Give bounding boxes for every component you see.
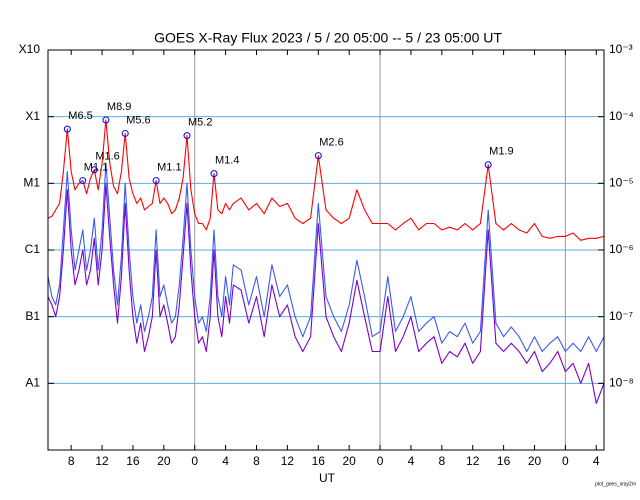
x-tick-label: 12 bbox=[466, 454, 480, 468]
y-tick-label: B1 bbox=[25, 309, 40, 323]
x-tick-label: 12 bbox=[281, 454, 295, 468]
x-tick-label: 16 bbox=[126, 454, 140, 468]
y-tick-label: M1 bbox=[23, 176, 40, 190]
footnote: plot_goes_xray2m bbox=[595, 481, 636, 487]
flare-label: M1.6 bbox=[95, 151, 119, 163]
x-tick-label: 4 bbox=[408, 454, 415, 468]
y2-tick-label: 10⁻⁸ bbox=[609, 376, 634, 390]
chart-title: GOES X-Ray Flux 2023 / 5 / 20 05:00 -- 5… bbox=[154, 30, 502, 46]
x-tick-label: 8 bbox=[253, 454, 260, 468]
flare-marker bbox=[183, 132, 191, 140]
flare-label: M8.9 bbox=[107, 101, 131, 113]
y-tick-label: X1 bbox=[25, 109, 40, 123]
x-tick-label: 16 bbox=[312, 454, 326, 468]
flare-marker bbox=[102, 116, 110, 124]
flare-marker bbox=[79, 177, 87, 185]
y2-tick-label: 10⁻³ bbox=[609, 42, 633, 56]
x-tick-label: 0 bbox=[377, 454, 384, 468]
label-layer: X10 X1 M1 C1 B1 A1 10⁻³ 10⁻⁴ 10⁻⁵ 10⁻⁶ 10⁻⁷ 10⁻⁸ 8 12… bbox=[19, 42, 634, 468]
x-tick-label: 4 bbox=[222, 454, 229, 468]
flare-label: M1.1 bbox=[157, 161, 181, 173]
x-tick-label: 0 bbox=[562, 454, 569, 468]
flare-marker bbox=[121, 129, 129, 137]
series-line bbox=[47, 182, 605, 404]
y-tick-label: X10 bbox=[19, 42, 41, 56]
x-tick-label: 20 bbox=[342, 454, 356, 468]
flare-label: M6.5 bbox=[68, 110, 92, 122]
flare-marker bbox=[90, 166, 98, 174]
y2-tick-label: 10⁻⁴ bbox=[609, 109, 634, 123]
flare-marker bbox=[210, 170, 218, 178]
x-axis-label: UT bbox=[319, 471, 336, 485]
flare-marker bbox=[152, 177, 160, 185]
y2-tick-label: 10⁻⁵ bbox=[609, 176, 634, 190]
x-tick-label: 16 bbox=[497, 454, 511, 468]
flare-label: M1.4 bbox=[215, 154, 239, 166]
x-tick-label: 20 bbox=[157, 454, 171, 468]
x-tick-label: 8 bbox=[68, 454, 75, 468]
y2-tick-label: 10⁻⁶ bbox=[609, 242, 634, 256]
flare-marker bbox=[484, 161, 492, 169]
y2-tick-label: 10⁻⁷ bbox=[609, 309, 633, 323]
flare-marker bbox=[63, 125, 71, 133]
y-tick-label: C1 bbox=[25, 242, 41, 256]
flare-label: M5.2 bbox=[188, 117, 212, 129]
flare-label: M2.6 bbox=[319, 137, 343, 149]
x-tick-label: 4 bbox=[593, 454, 600, 468]
series-line bbox=[47, 162, 605, 353]
flare-label: M1.9 bbox=[489, 146, 513, 158]
flare-label: M5.6 bbox=[126, 114, 150, 126]
data-layer bbox=[47, 119, 605, 404]
flare-marker bbox=[314, 152, 322, 160]
x-tick-label: 8 bbox=[438, 454, 445, 468]
series-line bbox=[47, 119, 605, 241]
y-tick-label: A1 bbox=[25, 376, 40, 390]
grid-layer bbox=[48, 49, 604, 450]
x-tick-label: 12 bbox=[95, 454, 109, 468]
x-tick-label: 0 bbox=[191, 454, 198, 468]
x-tick-label: 20 bbox=[528, 454, 542, 468]
